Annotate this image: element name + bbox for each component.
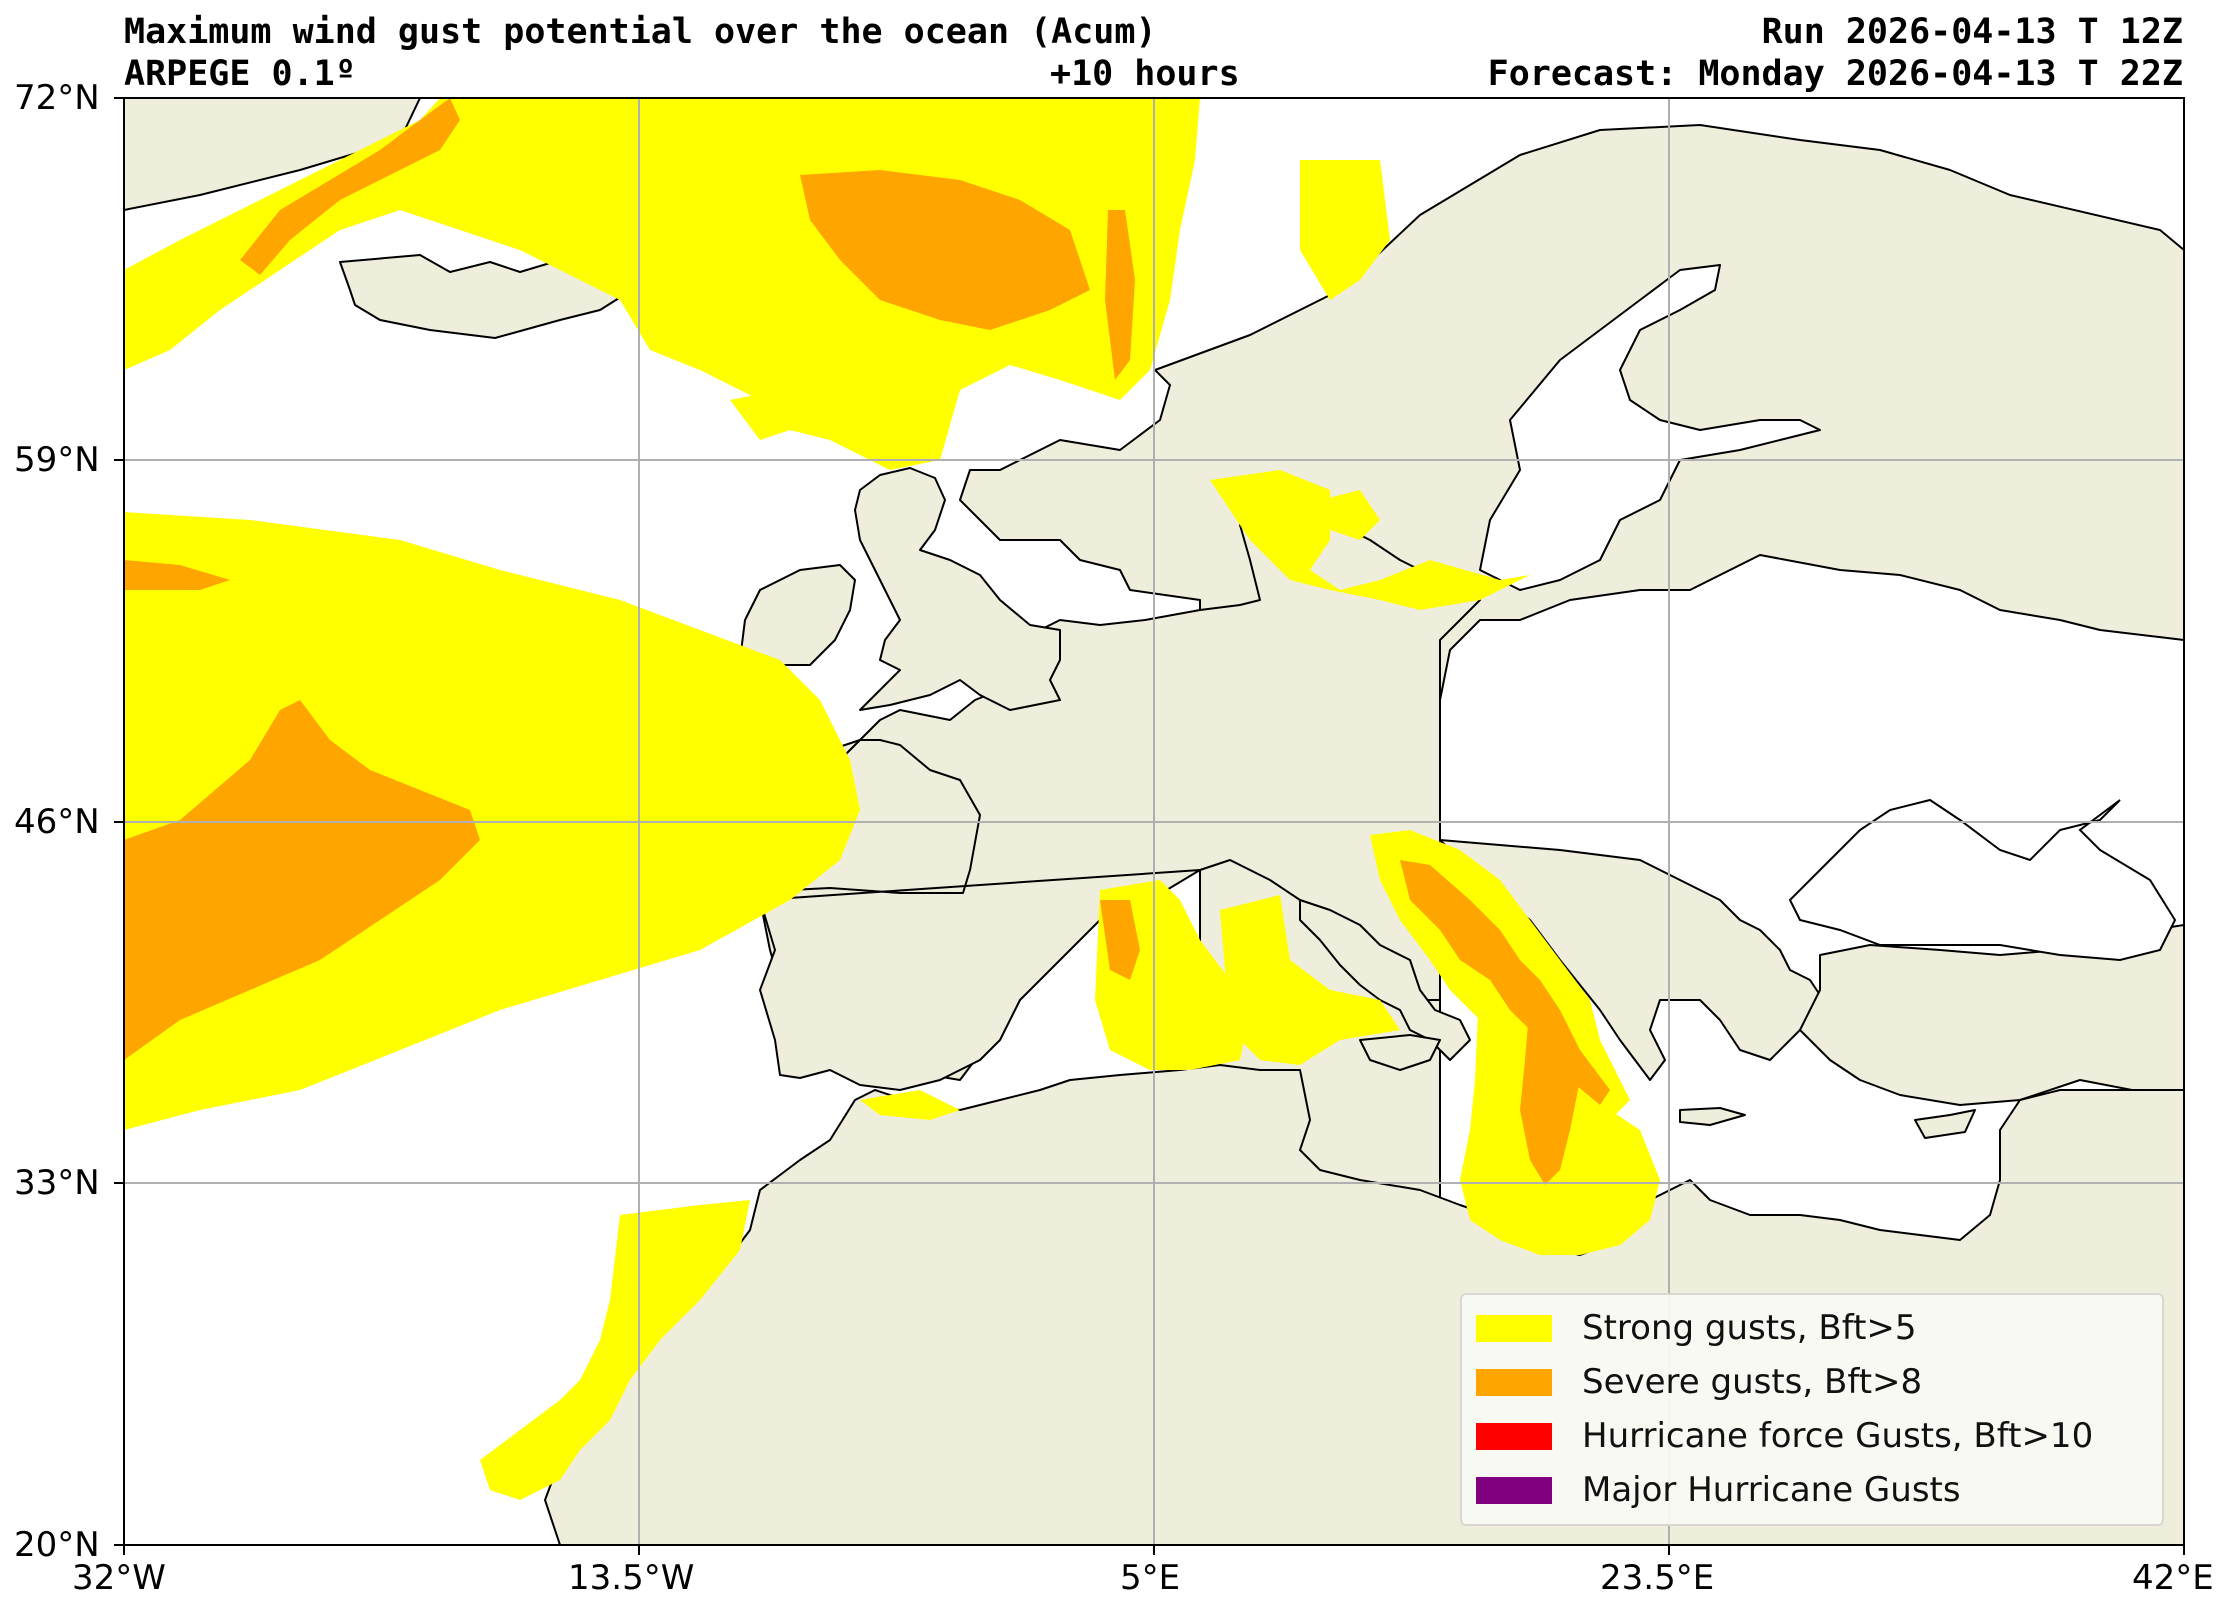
legend-swatch-major-hurricane	[1476, 1476, 1552, 1504]
lat-tick-33n: 33°N	[14, 1163, 100, 1203]
run-label: Run 2026-04-13 T 12Z	[1761, 12, 2183, 52]
legend-label-severe: Severe gusts, Bft>8	[1582, 1362, 1923, 1402]
legend-swatch-hurricane	[1476, 1422, 1552, 1450]
lon-tick-5e: 5°E	[1120, 1558, 1181, 1598]
lon-tick-13-5w: 13.5°W	[568, 1558, 695, 1598]
sea-black-sea	[1788, 798, 2177, 962]
lat-tick-20n: 20°N	[14, 1525, 100, 1565]
model-label: ARPEGE 0.1º	[124, 54, 356, 94]
land-italy	[1299, 899, 1471, 1061]
legend-item-major-hurricane: Major Hurricane Gusts	[1476, 1467, 1961, 1513]
lon-tick-32w: 32°W	[72, 1558, 166, 1598]
land-iceland	[339, 254, 636, 339]
legend-item-strong: Strong gusts, Bft>5	[1476, 1305, 1917, 1351]
lead-time-label: +10 hours	[1050, 54, 1240, 94]
map-title: Maximum wind gust potential over the oce…	[124, 12, 1157, 52]
legend: Strong gusts, Bft>5 Severe gusts, Bft>8 …	[1460, 1293, 2164, 1526]
lat-tick-59n: 59°N	[14, 440, 100, 480]
legend-label-major-hurricane: Major Hurricane Gusts	[1582, 1470, 1961, 1510]
lon-tick-23-5e: 23.5°E	[1600, 1558, 1715, 1598]
land-great-britain	[854, 467, 1061, 711]
legend-label-strong: Strong gusts, Bft>5	[1582, 1308, 1917, 1348]
legend-swatch-strong	[1476, 1314, 1552, 1342]
sea-baltic	[1479, 264, 1821, 591]
lon-tick-42e: 42°E	[2132, 1558, 2214, 1598]
land-cyprus	[1914, 1109, 1976, 1139]
tick-marks	[114, 97, 2185, 1555]
legend-item-hurricane: Hurricane force Gusts, Bft>10	[1476, 1413, 2093, 1459]
lat-tick-46n: 46°N	[14, 802, 100, 842]
land-sicily	[1359, 1034, 1441, 1071]
legend-item-severe: Severe gusts, Bft>8	[1476, 1359, 1922, 1405]
land-balkans	[1439, 839, 1831, 1081]
legend-label-hurricane: Hurricane force Gusts, Bft>10	[1582, 1416, 2094, 1456]
forecast-label: Forecast: Monday 2026-04-13 T 22Z	[1487, 54, 2183, 94]
land-crete	[1679, 1107, 1746, 1126]
land-anatolia	[1799, 924, 2184, 1106]
graticule	[124, 98, 2184, 1545]
legend-swatch-severe	[1476, 1368, 1552, 1396]
gust-severe-layer	[124, 98, 1610, 1185]
lat-tick-72n: 72°N	[14, 78, 100, 118]
land-greenland	[124, 98, 421, 211]
